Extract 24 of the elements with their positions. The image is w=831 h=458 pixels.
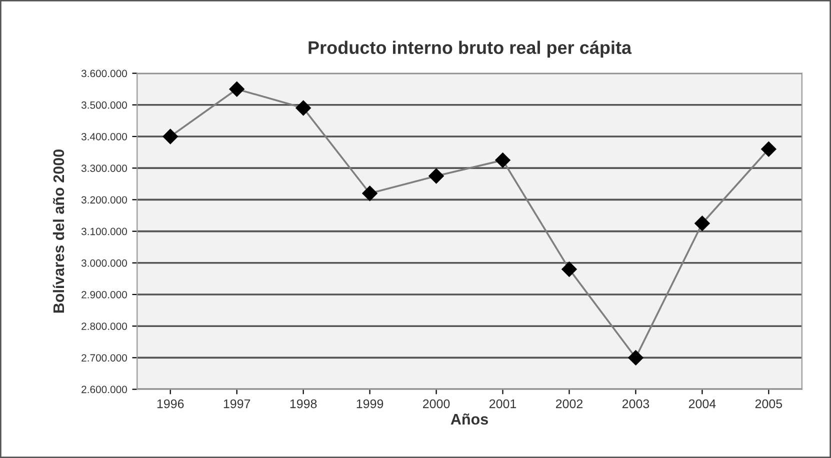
y-tick-label: 2.600.000 (82, 386, 127, 394)
x-tick-label: 1999 (356, 399, 384, 408)
y-tick-label: 2.900.000 (82, 290, 127, 298)
x-tick-label: 1997 (224, 399, 250, 408)
y-tick-label: 3.400.000 (81, 132, 127, 140)
y-tick-label: 3.300.000 (81, 164, 127, 172)
y-tick-label: 3.600.000 (81, 70, 127, 78)
y-tick-label: 2.800.000 (82, 322, 127, 330)
y-tick-label: 3.500.000 (81, 101, 127, 109)
x-tick-label: 2003 (622, 399, 650, 408)
y-tick-label: 3.100.000 (81, 228, 127, 236)
x-tick-label: 2002 (556, 399, 583, 408)
y-tick-label: 2.700.000 (82, 354, 127, 362)
y-tick-label: 3.200.000 (81, 196, 127, 204)
x-axis-title: Años (450, 414, 488, 425)
x-tick-label: 2000 (423, 399, 450, 408)
chart-title: Producto interno bruto real per cápita (308, 40, 632, 58)
x-tick-label: 1998 (290, 399, 317, 408)
x-tick-label: 2005 (755, 399, 782, 408)
x-tick-label: 2004 (688, 399, 716, 408)
y-axis-title: Bolívares del año 2000 (52, 150, 64, 313)
x-tick-label: 1996 (157, 399, 184, 408)
y-tick-label: 3.000.000 (81, 259, 127, 267)
x-tick-label: 2001 (489, 399, 516, 408)
